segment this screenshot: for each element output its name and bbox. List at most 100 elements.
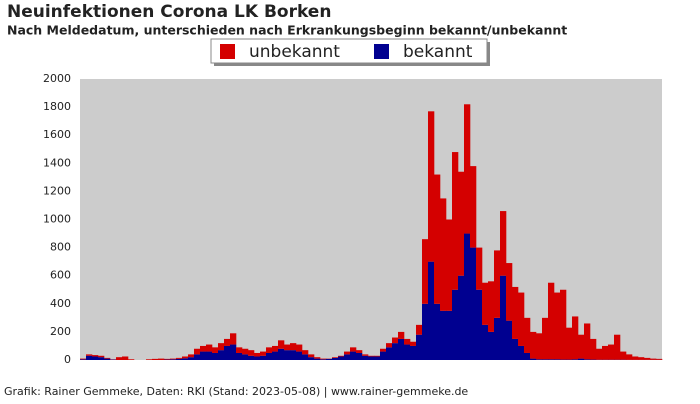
bar — [422, 304, 428, 360]
bar — [488, 281, 494, 332]
bar — [530, 332, 536, 359]
bar — [548, 359, 554, 360]
bar — [470, 248, 476, 360]
bar — [314, 357, 320, 358]
bar — [380, 352, 386, 360]
legend-swatch — [220, 44, 235, 59]
bar — [512, 287, 518, 339]
bar — [158, 359, 164, 360]
bar — [92, 355, 98, 356]
bar — [602, 346, 608, 360]
bar — [380, 349, 386, 352]
bar — [458, 276, 464, 360]
chart-title: Neuinfektionen Corona LK Borken — [7, 2, 331, 22]
bar — [254, 353, 260, 357]
bar — [206, 345, 212, 352]
bar — [440, 198, 446, 310]
y-tick-label: 800 — [50, 241, 71, 254]
bar — [398, 339, 404, 360]
bar — [278, 340, 284, 348]
bar — [446, 220, 452, 311]
bar — [626, 354, 632, 359]
y-tick-label: 1400 — [43, 156, 71, 169]
bar — [92, 356, 98, 360]
bar — [224, 346, 230, 360]
bar — [398, 332, 404, 339]
y-tick-label: 1800 — [43, 100, 71, 113]
bar — [116, 357, 122, 360]
bar — [272, 352, 278, 360]
bar — [386, 343, 392, 347]
bar — [212, 347, 218, 353]
bar — [296, 345, 302, 352]
bar — [374, 356, 380, 357]
bar — [302, 354, 308, 360]
y-tick-label: 1000 — [43, 213, 71, 226]
bar — [80, 359, 86, 360]
bar — [338, 356, 344, 357]
bar — [314, 359, 320, 360]
bar — [656, 359, 662, 360]
bar — [512, 339, 518, 360]
bar — [410, 346, 416, 360]
bar — [446, 311, 452, 360]
y-tick-label: 1600 — [43, 128, 71, 141]
bar — [104, 358, 110, 359]
bar — [320, 359, 326, 360]
bar — [476, 248, 482, 290]
bar — [644, 358, 650, 360]
bar — [308, 354, 314, 357]
bar — [182, 356, 188, 358]
bar — [344, 354, 350, 360]
y-tick-label: 0 — [64, 353, 71, 366]
bar — [452, 290, 458, 360]
bar — [362, 356, 368, 360]
bar — [584, 359, 590, 360]
y-tick-label: 1200 — [43, 184, 71, 197]
bar — [278, 349, 284, 360]
bar — [404, 339, 410, 345]
legend-label: unbekannt — [249, 42, 340, 62]
bar — [368, 356, 374, 360]
bar — [242, 349, 248, 355]
bar — [368, 356, 374, 357]
bar — [188, 357, 194, 360]
bar — [488, 332, 494, 360]
bar — [536, 333, 542, 359]
bar — [176, 359, 182, 360]
bar — [350, 347, 356, 351]
bar — [362, 354, 368, 355]
bar — [194, 354, 200, 360]
bar — [104, 359, 110, 360]
bar — [392, 343, 398, 360]
bar — [260, 356, 266, 360]
bar — [452, 152, 458, 290]
bar — [356, 350, 362, 353]
bar — [200, 346, 206, 352]
bar — [80, 359, 86, 360]
legend-swatch — [374, 44, 389, 59]
bar — [98, 356, 104, 357]
bar — [308, 357, 314, 360]
bar — [128, 359, 134, 360]
bar — [590, 339, 596, 360]
bar — [596, 349, 602, 360]
bar — [326, 359, 332, 360]
bar — [218, 350, 224, 360]
bar — [530, 359, 536, 360]
bar — [500, 211, 506, 276]
bar — [122, 356, 128, 360]
bar — [302, 350, 308, 354]
bar — [170, 359, 176, 360]
bar — [164, 359, 170, 360]
chart-subtitle: Nach Meldedatum, unterschieden nach Erkr… — [7, 23, 567, 38]
bar — [518, 293, 524, 346]
bar — [410, 342, 416, 346]
footer: Grafik: Rainer Gemmeke, Daten: RKI (Stan… — [4, 385, 468, 398]
bar — [236, 353, 242, 360]
bar — [482, 283, 488, 325]
bar — [560, 290, 566, 360]
bar — [608, 345, 614, 360]
bar — [194, 349, 200, 355]
bar — [554, 359, 560, 360]
